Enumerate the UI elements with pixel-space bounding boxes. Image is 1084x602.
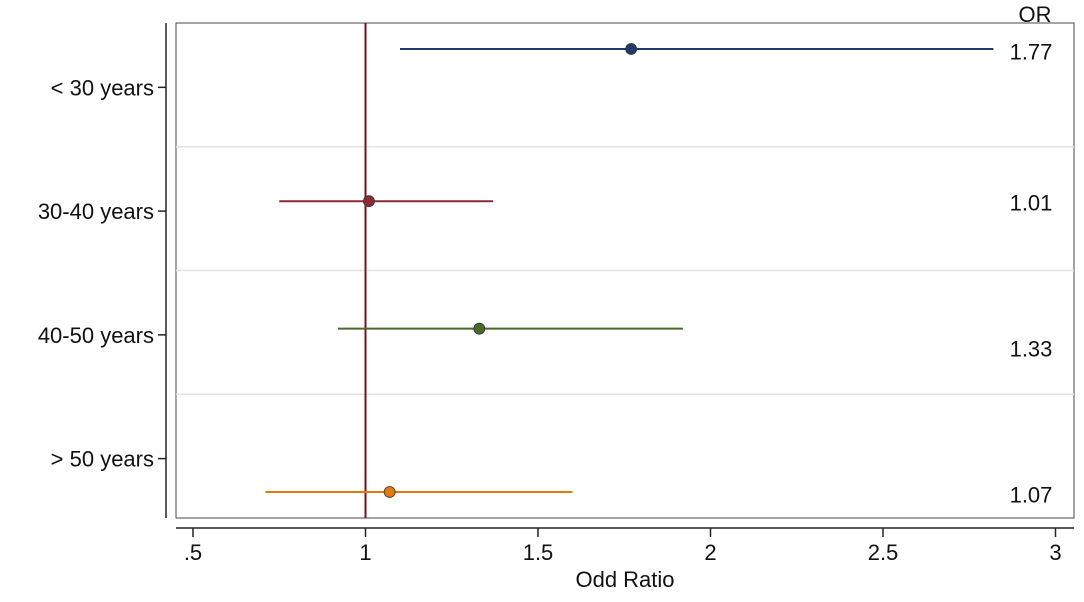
y-category-label: 40-50 years — [38, 323, 154, 348]
x-tick-label: 3 — [1049, 540, 1061, 565]
x-tick-label: .5 — [184, 540, 202, 565]
or-value-label: 1.01 — [1010, 190, 1053, 215]
x-tick-label: 1.5 — [523, 540, 554, 565]
y-category-label: < 30 years — [51, 75, 154, 100]
point-estimates — [363, 43, 638, 498]
x-tick-label: 2.5 — [868, 540, 899, 565]
y-axis: < 30 years 30-40 years 40-50 years > 50 yea… — [38, 23, 167, 518]
or-value-label: 1.07 — [1010, 482, 1053, 507]
y-category-label: > 50 years — [51, 447, 154, 472]
or-column-header: OR — [1019, 2, 1052, 27]
x-tick-label: 2 — [704, 540, 716, 565]
or-point — [363, 195, 375, 208]
x-tick-label: 1 — [359, 540, 371, 565]
or-point — [383, 486, 396, 498]
x-axis-title: Odd Ratio — [575, 567, 674, 592]
x-axis: .5 1 1.5 2 2.5 3 — [176, 527, 1074, 565]
or-value-label: 1.33 — [1010, 336, 1053, 361]
or-value-label: 1.77 — [1010, 39, 1053, 64]
confidence-intervals — [265, 47, 994, 494]
group-separators — [176, 146, 1074, 395]
y-category-label: 30-40 years — [38, 199, 154, 224]
or-point — [625, 43, 638, 55]
or-point — [473, 322, 486, 335]
or-value-column: 1.77 1.01 1.33 1.07 — [1010, 39, 1053, 507]
